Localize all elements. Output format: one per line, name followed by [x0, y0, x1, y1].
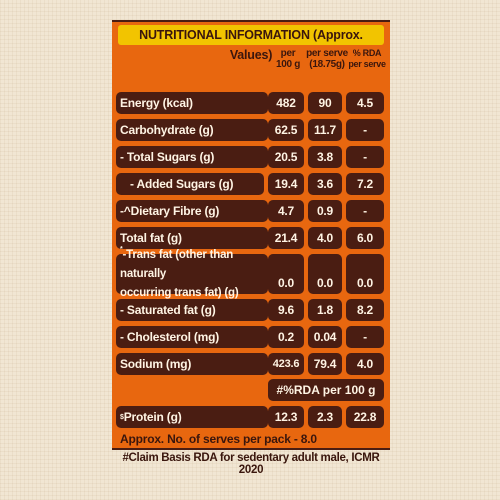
- row-cholesterol-rda: -: [346, 326, 384, 348]
- row-saturated-fat-rda: 8.2: [346, 299, 384, 321]
- row-carbohydrate-rda: -: [346, 119, 384, 141]
- row-trans-fat-rda: 0.0: [346, 254, 384, 294]
- row-protein-per100: 12.3: [268, 406, 304, 428]
- serves-per-pack: Approx. No. of serves per pack - 8.0: [120, 432, 317, 446]
- row-trans-fat-serve: 0.0: [308, 254, 342, 294]
- row-added-sugars-serve: 3.6: [308, 173, 342, 195]
- header-per-100g-line2: 100 g: [275, 59, 301, 70]
- header-rda-line1: % RDA: [352, 48, 382, 58]
- row-sodium-serve: 79.4: [308, 353, 342, 375]
- row-energy-rda: 4.5: [346, 92, 384, 114]
- row-cholesterol-per100: 0.2: [268, 326, 304, 348]
- row-total-sugars-per100: 20.5: [268, 146, 304, 168]
- row-sodium-per100: 423.6: [268, 353, 304, 375]
- row-added-sugars-label: - Added Sugars (g): [116, 173, 264, 195]
- protein-footnote-mark: $: [120, 413, 124, 421]
- row-dietary-fibre-per100: 4.7: [268, 200, 304, 222]
- row-energy-per100: 482: [268, 92, 304, 114]
- panel-title: NUTRITIONAL INFORMATION (Approx. Values): [118, 25, 384, 62]
- row-energy-label: Energy (kcal): [116, 92, 268, 114]
- row-dietary-fibre-serve: 0.9: [308, 200, 342, 222]
- row-protein-rda: 22.8: [346, 406, 384, 428]
- row-protein-serve: 2.3: [308, 406, 342, 428]
- row-carbohydrate-per100: 62.5: [268, 119, 304, 141]
- row-added-sugars-rda: 7.2: [346, 173, 384, 195]
- row-trans-fat-label: *-Trans fat (other than naturally occurr…: [116, 246, 268, 299]
- row-total-sugars-rda: -: [346, 146, 384, 168]
- row-saturated-fat-serve: 1.8: [308, 299, 342, 321]
- row-trans-fat-label-line2: occurring trans fat) (g): [120, 286, 239, 299]
- row-total-sugars-label: - Total Sugars (g): [116, 146, 268, 168]
- row-carbohydrate-serve: 11.7: [308, 119, 342, 141]
- nutrition-panel: NUTRITIONAL INFORMATION (Approx. Values)…: [112, 20, 390, 450]
- row-saturated-fat-per100: 9.6: [268, 299, 304, 321]
- row-total-fat-per100: 21.4: [268, 227, 304, 249]
- row-energy-serve: 90: [308, 92, 342, 114]
- row-total-fat-serve: 4.0: [308, 227, 342, 249]
- header-per-100g: per 100 g: [270, 48, 306, 70]
- footnote: #Claim Basis RDA for sedentary adult mal…: [122, 452, 380, 476]
- row-total-fat-label: Total fat (g): [116, 227, 268, 249]
- row-trans-fat-label-line1: *-Trans fat (other than naturally: [120, 246, 268, 284]
- row-sodium-rda: 4.0: [346, 353, 384, 375]
- row-trans-fat-label-line1-text: -Trans fat (other than naturally: [120, 248, 234, 280]
- header-per-serve-line1: per serve: [306, 48, 348, 59]
- row-dietary-fibre-label: -^Dietary Fibre (g): [116, 200, 268, 222]
- header-per-serve-line2: (18.75g): [309, 59, 345, 70]
- row-cholesterol-label: - Cholesterol (mg): [116, 326, 268, 348]
- row-dietary-fibre-rda: -: [346, 200, 384, 222]
- row-sodium-label: Sodium (mg): [116, 353, 268, 375]
- header-per-serve: per serve (18.75g): [306, 48, 348, 70]
- rda-per-100g-note: #%RDA per 100 g: [268, 379, 384, 401]
- header-rda-line2: per serve: [348, 59, 386, 69]
- trans-fat-footnote-mark: *: [120, 245, 123, 253]
- header-per-100g-line1: per: [280, 48, 296, 59]
- header-rda: % RDA per serve: [348, 48, 386, 70]
- row-carbohydrate-label: Carbohydrate (g): [116, 119, 268, 141]
- row-total-fat-rda: 6.0: [346, 227, 384, 249]
- row-cholesterol-serve: 0.04: [308, 326, 342, 348]
- row-total-sugars-serve: 3.8: [308, 146, 342, 168]
- row-added-sugars-per100: 19.4: [268, 173, 304, 195]
- row-saturated-fat-label: - Saturated fat (g): [116, 299, 268, 321]
- row-protein-label: $ Protein (g): [116, 406, 268, 428]
- row-protein-label-text: Protein (g): [123, 410, 182, 424]
- row-trans-fat-per100: 0.0: [268, 254, 304, 294]
